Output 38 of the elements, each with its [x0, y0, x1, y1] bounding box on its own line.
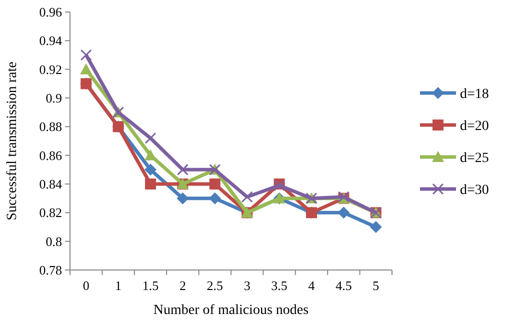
y-tick-label: 0.9: [46, 90, 62, 106]
x-tick-label: 4.5: [336, 278, 352, 293]
x-tick-label: 0: [82, 278, 90, 293]
point: [370, 221, 382, 233]
x-tick-label: 1: [115, 278, 122, 293]
point: [80, 49, 92, 61]
y-tick-label: 0.88: [39, 119, 62, 134]
y-tick-label: 0.94: [39, 33, 62, 48]
y-tick-label: 0.84: [39, 176, 62, 192]
y-tick-label: 0.8: [46, 234, 62, 249]
point: [241, 191, 253, 203]
legend-label: d=18: [460, 86, 489, 102]
point: [338, 206, 350, 219]
point: [176, 192, 189, 204]
legend-label: d=30: [460, 182, 489, 198]
x-tick-label: 2.5: [206, 278, 224, 293]
y-tick-label: 0.96: [39, 4, 62, 20]
point: [144, 149, 156, 160]
y-tick-label: 0.82: [39, 205, 62, 220]
y-axis-title: Successful transmission rate: [5, 62, 20, 220]
y-tick-label: 0.86: [39, 148, 62, 163]
y-tick-label: 0.92: [39, 62, 62, 77]
x-tick-label: 3: [244, 278, 250, 293]
y-tick-label: 0.78: [39, 262, 62, 278]
point: [209, 178, 220, 190]
x-tick-label: 3.5: [271, 278, 288, 293]
point: [145, 178, 156, 190]
x-axis-title: Number of malicious nodes: [153, 303, 309, 318]
legend-label: d=25: [460, 150, 489, 166]
point: [144, 132, 156, 144]
x-tick-label: 5: [372, 278, 380, 293]
x-tick-label: 1.5: [142, 278, 159, 293]
x-tick-label: 2: [179, 278, 186, 293]
point: [176, 164, 188, 176]
x-tick-label: 4: [308, 278, 316, 293]
point: [144, 164, 156, 176]
legend-label: d=20: [460, 118, 489, 134]
point: [80, 63, 92, 74]
